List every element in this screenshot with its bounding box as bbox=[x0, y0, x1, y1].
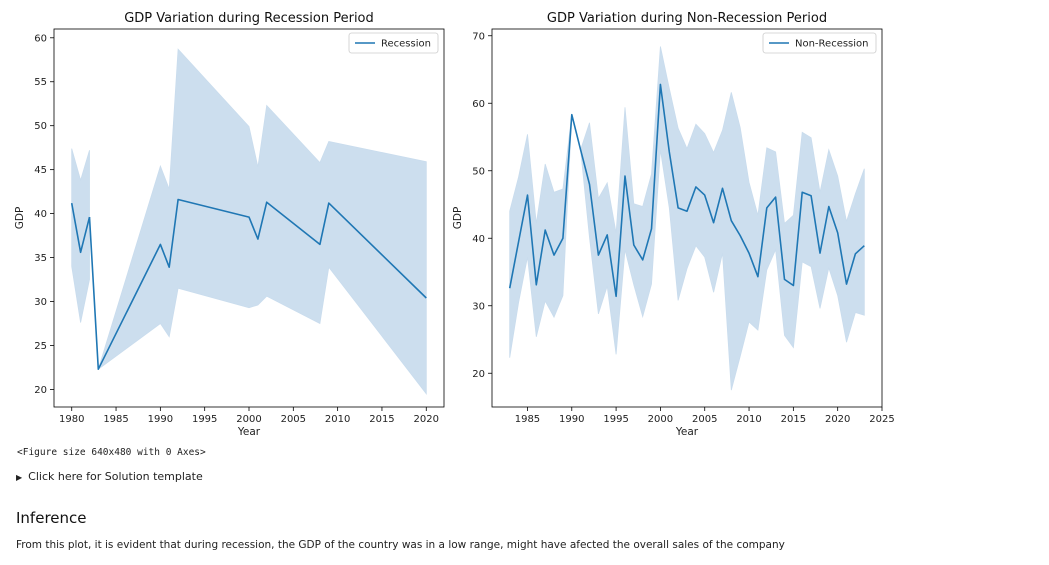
recession-chart: GDP Variation during Recession Period 198… bbox=[14, 11, 445, 438]
y-tick-label: 55 bbox=[34, 77, 47, 88]
y-tick-label: 30 bbox=[34, 297, 47, 308]
legend: Recession bbox=[348, 32, 439, 54]
x-axis-label: Year bbox=[675, 426, 699, 438]
y-tick-label: 70 bbox=[472, 31, 485, 42]
non-recession-chart: GDP Variation during Non-Recession Perio… bbox=[452, 11, 895, 438]
legend-box bbox=[348, 32, 439, 54]
y-tick-label: 50 bbox=[34, 121, 47, 132]
solution-template-toggle[interactable]: ▶ Click here for Solution template bbox=[16, 470, 203, 483]
x-tick-label: 2015 bbox=[369, 414, 394, 425]
y-tick-label: 30 bbox=[472, 301, 485, 312]
x-axis-label: Year bbox=[237, 426, 261, 438]
x-tick-label: 1990 bbox=[559, 414, 584, 425]
y-tick-label: 45 bbox=[34, 165, 47, 176]
x-tick-label: 2020 bbox=[414, 414, 439, 425]
confidence-band bbox=[71, 148, 90, 323]
x-tick-label: 1995 bbox=[192, 414, 217, 425]
x-tick-label: 1990 bbox=[148, 414, 173, 425]
y-axis-label: GDP bbox=[14, 207, 26, 230]
legend-label: Non-Recession bbox=[795, 39, 869, 50]
figure-size-output: <Figure size 640x480 with 0 Axes> bbox=[17, 447, 206, 458]
y-tick-label: 20 bbox=[34, 385, 47, 396]
x-tick-label: 2000 bbox=[648, 414, 673, 425]
axes-frame bbox=[491, 28, 883, 408]
x-tick-label: 2025 bbox=[869, 414, 894, 425]
y-tick-label: 40 bbox=[472, 234, 485, 245]
legend-box bbox=[762, 32, 877, 54]
y-tick-label: 50 bbox=[472, 166, 485, 177]
chart-title: GDP Variation during Recession Period bbox=[124, 11, 374, 26]
y-tick-label: 60 bbox=[34, 33, 47, 44]
y-tick-label: 35 bbox=[34, 253, 47, 264]
chart-title: GDP Variation during Non-Recession Perio… bbox=[547, 11, 827, 26]
x-tick-label: 2010 bbox=[736, 414, 761, 425]
legend: Non-Recession bbox=[762, 32, 877, 54]
inference-heading: Inference bbox=[16, 509, 87, 527]
y-tick-label: 25 bbox=[34, 341, 47, 352]
series-line bbox=[70, 202, 91, 254]
legend-label: Recession bbox=[381, 39, 431, 50]
confidence-band bbox=[509, 46, 865, 391]
x-tick-label: 2005 bbox=[281, 414, 306, 425]
x-tick-label: 1995 bbox=[603, 414, 628, 425]
confidence-band bbox=[89, 48, 427, 395]
x-tick-label: 1980 bbox=[59, 414, 84, 425]
y-axis-label: GDP bbox=[452, 207, 464, 230]
x-tick-label: 2015 bbox=[781, 414, 806, 425]
x-tick-label: 2020 bbox=[825, 414, 850, 425]
solution-template-label: Click here for Solution template bbox=[28, 470, 203, 483]
series-line bbox=[508, 83, 865, 298]
x-tick-label: 1985 bbox=[103, 414, 128, 425]
disclosure-triangle-icon: ▶ bbox=[16, 473, 23, 482]
inference-text: From this plot, it is evident that durin… bbox=[16, 539, 785, 551]
x-tick-label: 2000 bbox=[236, 414, 261, 425]
y-tick-label: 20 bbox=[472, 369, 485, 380]
series-line bbox=[88, 198, 427, 371]
x-tick-label: 2010 bbox=[325, 414, 350, 425]
figure: GDP Variation during Recession Period 198… bbox=[14, 11, 895, 438]
y-tick-label: 60 bbox=[472, 99, 485, 110]
x-tick-label: 2005 bbox=[692, 414, 717, 425]
y-tick-label: 40 bbox=[34, 209, 47, 220]
x-tick-label: 1985 bbox=[515, 414, 540, 425]
